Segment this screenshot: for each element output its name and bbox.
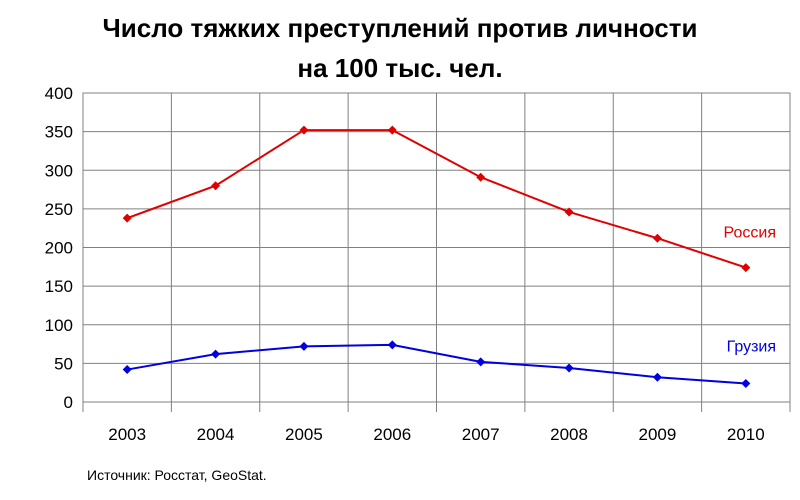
x-tick-label: 2008	[550, 425, 588, 444]
chart-title-line-2: на 100 тыс. чел.	[297, 53, 503, 83]
data-point-georgia	[741, 378, 751, 388]
data-point-georgia	[211, 349, 221, 359]
y-tick-label: 250	[45, 200, 73, 219]
y-tick-label: 100	[45, 316, 73, 335]
data-point-georgia	[564, 363, 574, 373]
y-tick-label: 0	[64, 393, 73, 412]
data-point-russia	[211, 181, 221, 191]
series-label-russia: Россия	[724, 225, 776, 242]
x-tick-label: 2010	[727, 425, 765, 444]
data-point-russia	[122, 213, 132, 223]
data-point-georgia	[476, 357, 486, 367]
x-tick-label: 2009	[639, 425, 677, 444]
chart-title: Число тяжких преступлений против личност…	[0, 8, 800, 88]
source-note: Источник: Росстат, GeoStat.	[87, 467, 267, 483]
data-point-russia	[299, 125, 309, 135]
y-tick-label: 150	[45, 277, 73, 296]
y-tick-label: 200	[45, 239, 73, 258]
x-tick-label: 2007	[462, 425, 500, 444]
x-tick-labels: 2003 2004 2005 2006 2007 2008 2009 2010	[108, 425, 764, 444]
data-point-russia	[476, 172, 486, 182]
y-tick-label: 350	[45, 123, 73, 142]
series-line-russia	[126, 129, 747, 269]
data-point-russia	[564, 207, 574, 217]
y-tick-label: 300	[45, 161, 73, 180]
series-line-georgia	[127, 343, 746, 385]
x-tick-label: 2005	[285, 425, 323, 444]
data-point-georgia	[299, 341, 309, 351]
chart-title-line-1: Число тяжких преступлений против личност…	[102, 13, 698, 43]
data-point-russia	[387, 125, 397, 135]
data-point-georgia	[652, 372, 662, 382]
series: Россия Грузия	[122, 125, 776, 388]
grid-lines	[82, 93, 791, 412]
data-point-russia	[741, 263, 751, 273]
y-tick-label: 50	[54, 354, 73, 373]
x-tick-label: 2004	[197, 425, 235, 444]
x-tick-label: 2003	[108, 425, 146, 444]
x-tick-label: 2006	[373, 425, 411, 444]
data-point-russia	[652, 233, 662, 243]
data-point-georgia	[387, 340, 397, 350]
y-tick-label: 400	[45, 84, 73, 103]
y-tick-labels: 0 50 100 150 200 250 300 350 400	[45, 84, 73, 412]
series-label-georgia: Грузия	[727, 338, 776, 355]
data-point-georgia	[122, 365, 132, 375]
